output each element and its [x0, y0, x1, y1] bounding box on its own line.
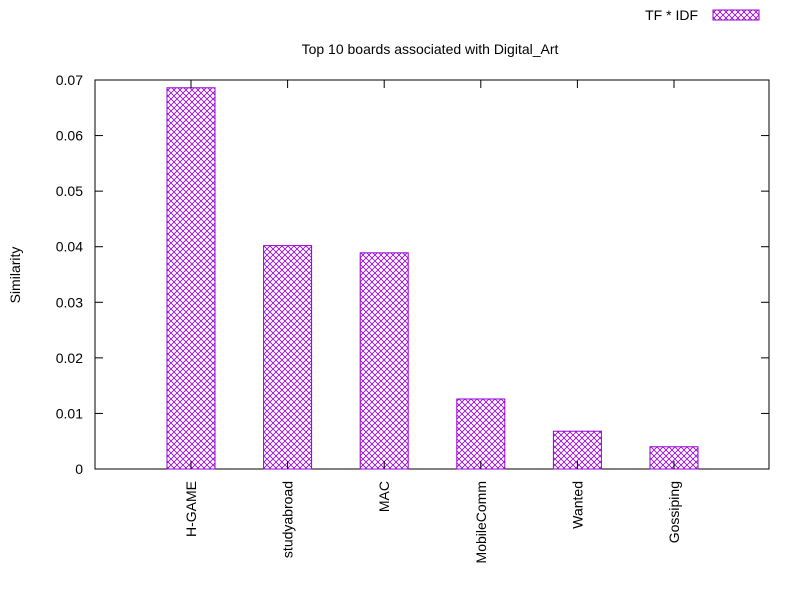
y-tick-label: 0.04 [56, 239, 83, 255]
bar-studyabroad [263, 245, 313, 470]
chart-title: Top 10 boards associated with Digital_Ar… [302, 41, 559, 57]
x-tick-label: Gossiping [666, 481, 682, 543]
y-tick-label: 0.05 [56, 183, 83, 199]
y-tick-label: 0.07 [56, 72, 83, 88]
y-tick-label: 0.01 [56, 405, 83, 421]
y-axis-label: Similarity [7, 247, 23, 304]
x-axis: H-GAME studyabroad MAC MobileComm Wanted Goss… [183, 80, 682, 563]
legend-label: TF * IDF [645, 7, 698, 23]
legend-swatch [712, 9, 760, 21]
y-tick-label: 0.02 [56, 350, 83, 366]
y-tick-label: 0.06 [56, 128, 83, 144]
bar-mac [359, 252, 409, 470]
y-tick-label: 0 [75, 461, 83, 477]
x-tick-label: MAC [376, 481, 392, 512]
x-tick-label: Wanted [569, 481, 585, 529]
bar-h-game [166, 87, 216, 470]
x-tick-label: studyabroad [280, 481, 296, 558]
x-tick-label: MobileComm [473, 481, 489, 563]
y-axis: 0 0.01 0.02 0.03 0.04 0.05 0.06 0.07 [56, 72, 769, 477]
bar-mobilecomm [456, 398, 506, 470]
bars [166, 87, 699, 470]
x-tick-label: H-GAME [183, 481, 199, 537]
y-tick-label: 0.03 [56, 294, 83, 310]
plot-frame [94, 79, 770, 470]
